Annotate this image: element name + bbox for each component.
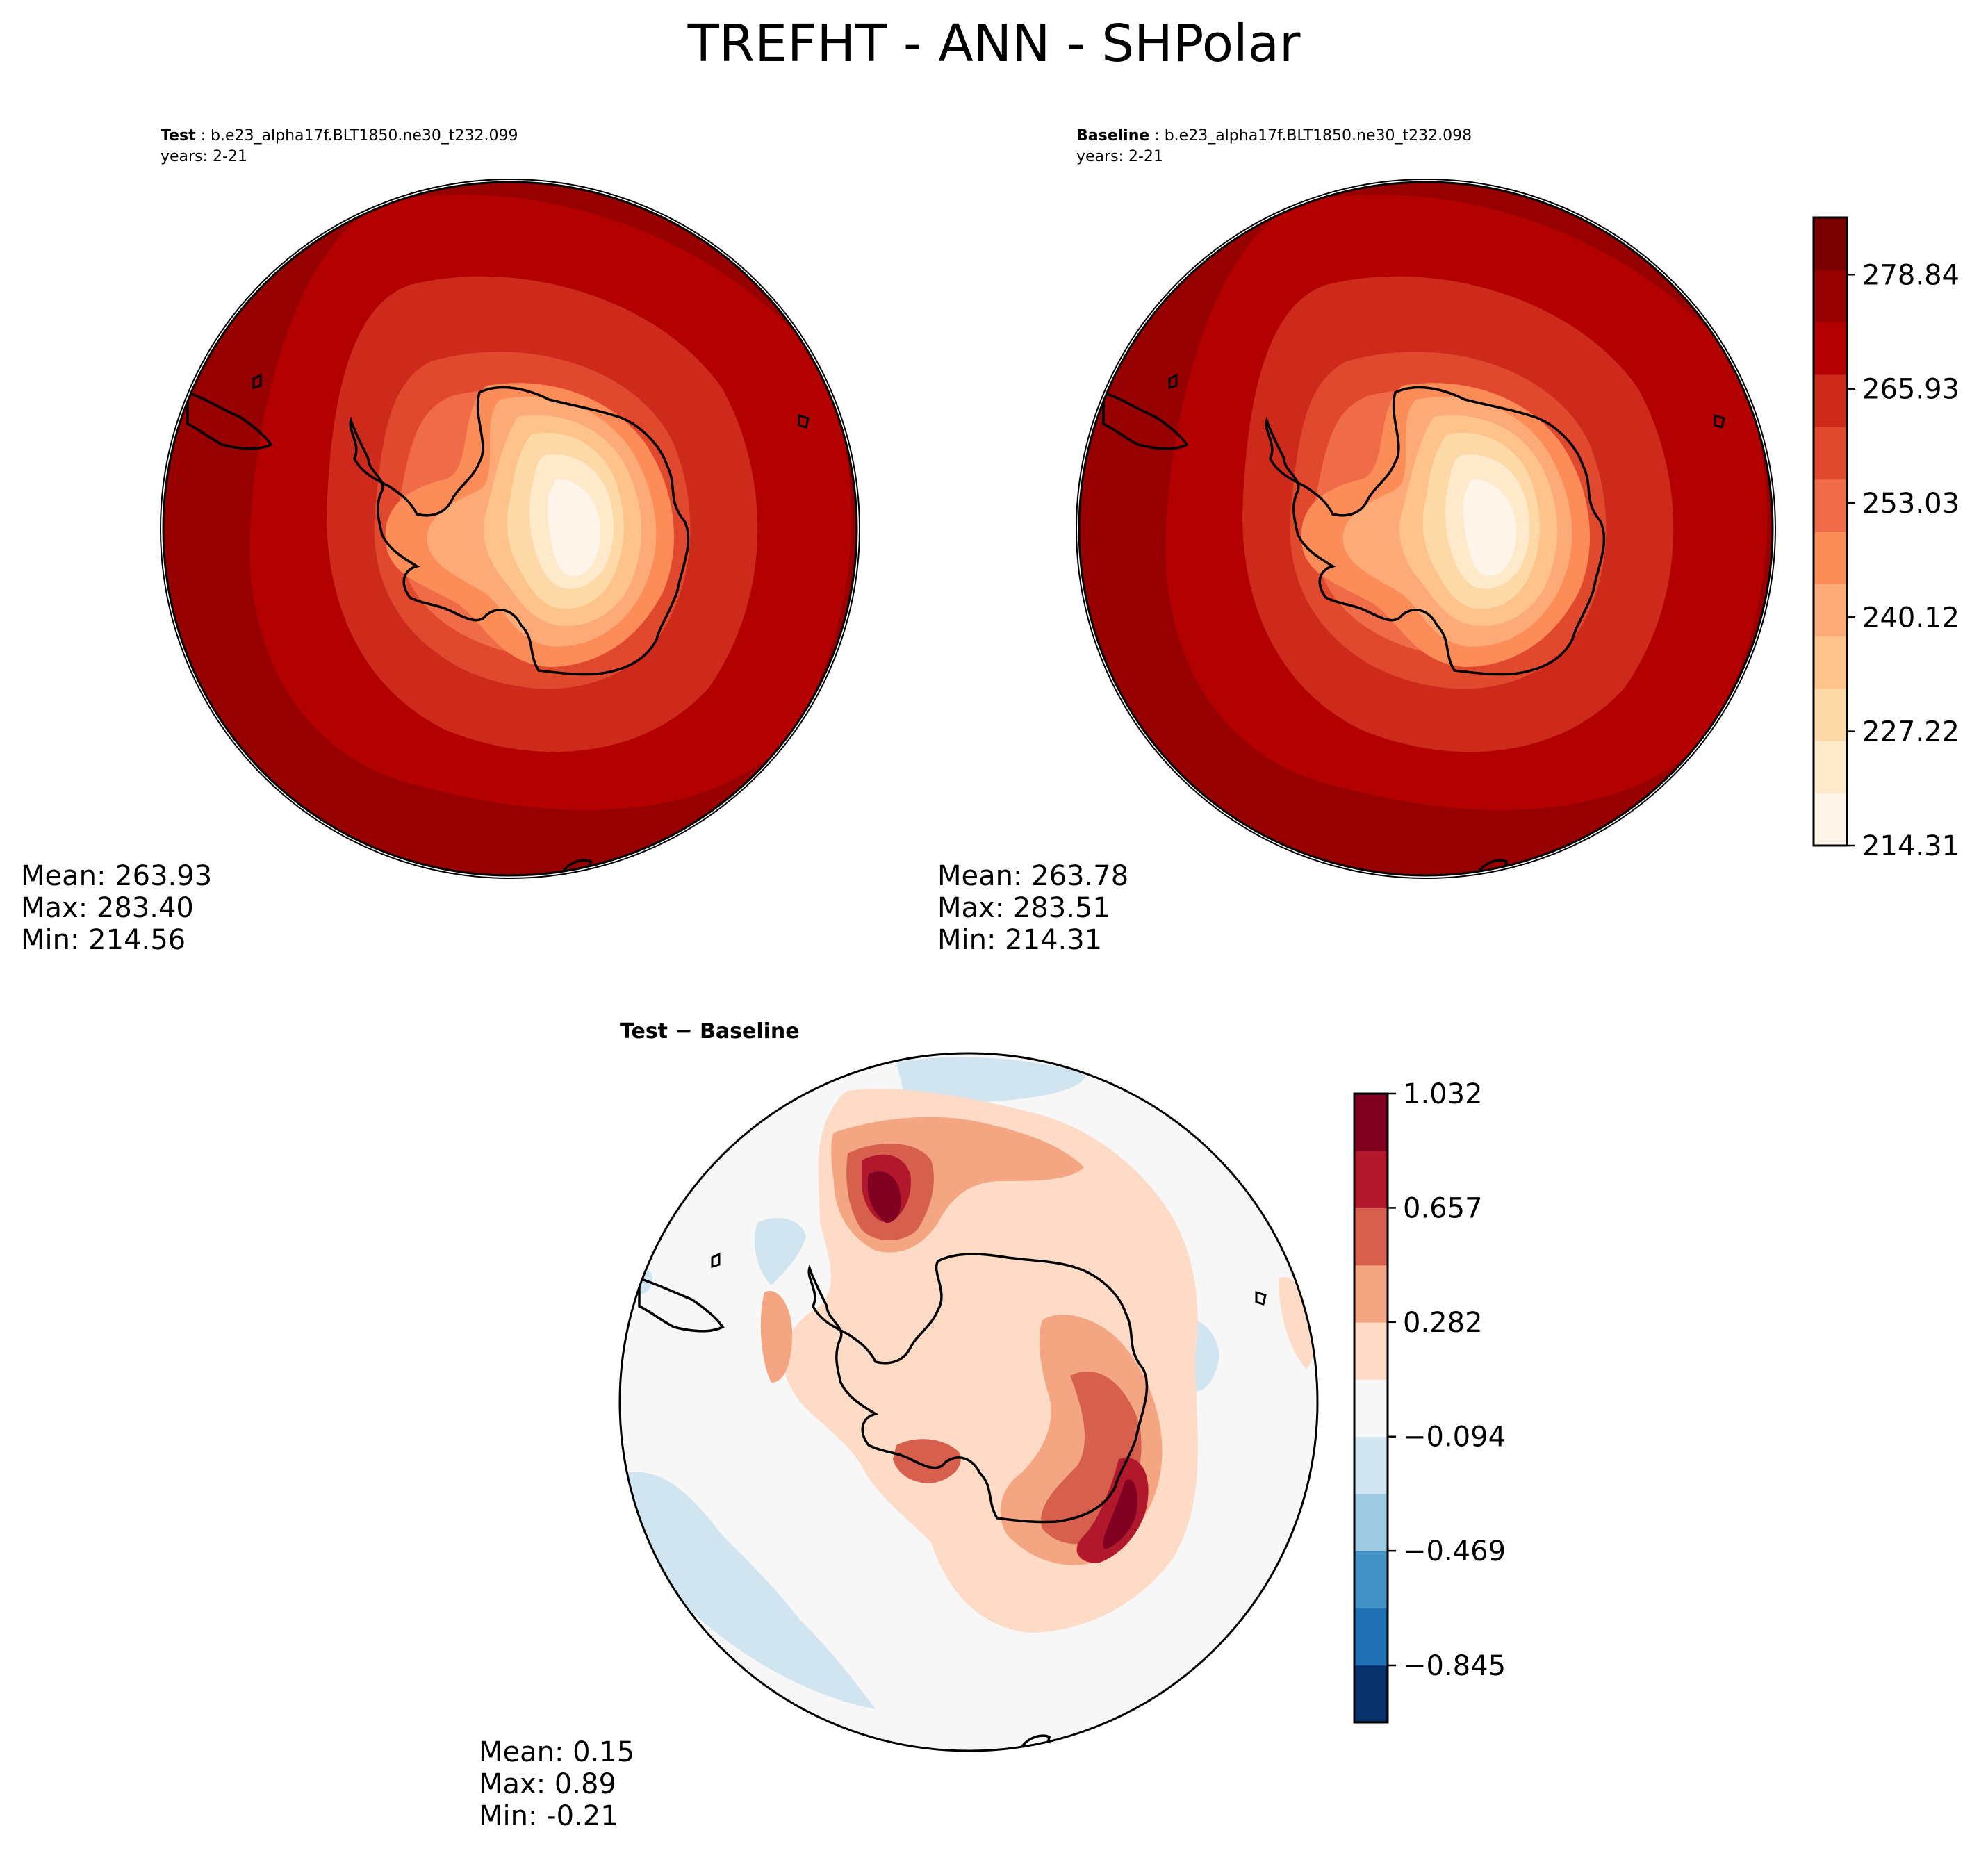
cbar-temp-segment-1 (1814, 741, 1847, 794)
baseline-coast-bottom (1477, 859, 1509, 875)
baseline-band-10 (1463, 479, 1516, 576)
test-map-frame (162, 181, 858, 877)
figure-title: TREFHT - ANN - SHPolar (687, 14, 1301, 74)
diff-pos-max-east (1103, 1479, 1137, 1549)
cbar-diff-tick-label-5: −0.845 (1403, 1650, 1506, 1682)
cbar-temp-segment-6 (1814, 479, 1847, 532)
diff-map (620, 1053, 1317, 1751)
test-case: b.e23_alpha17f.BLT1850.ne30_t232.099 (211, 127, 518, 145)
cbar-diff-segment-4 (1354, 1436, 1388, 1494)
cbar-temp-segment-2 (1814, 689, 1847, 741)
test-colon: : (195, 127, 211, 145)
cbar-temp-outline (1812, 216, 1848, 847)
test-mean: Mean: 263.93 (21, 860, 213, 892)
diff-island-1 (711, 1252, 721, 1269)
cbar-temp-segment-9 (1814, 322, 1847, 375)
diff-title: Test − Baseline (620, 1019, 800, 1044)
cbar-diff-segment-2 (1354, 1551, 1388, 1608)
cbar-diff-outline (1353, 1092, 1389, 1724)
cbar-temp-segment-11 (1814, 217, 1847, 270)
cbar-diff-tick-label-1: 0.657 (1403, 1192, 1483, 1224)
cbar-temp-segment-0 (1814, 793, 1847, 846)
test-stats: Mean: 263.93 Max: 283.40 Min: 214.56 (21, 860, 212, 956)
diff-stats: Mean: 0.15 Max: 0.89 Min: -0.21 (479, 1736, 634, 1832)
test-map-frame-outer (160, 179, 860, 879)
diff-pos-mid-south (893, 1439, 961, 1483)
diff-map-frame (618, 1052, 1319, 1752)
test-island-1 (252, 373, 262, 390)
colorbar-temperature: 214.31 227.22 240.12 253.03 265.93 278.84 (1812, 216, 1960, 862)
cbar-diff-segment-9 (1354, 1151, 1388, 1209)
cbar-temp-tick-label-3: 253.03 (1862, 488, 1960, 520)
test-map (163, 182, 857, 875)
cbar-diff-segment-7 (1354, 1265, 1388, 1323)
cbar-temp-tick-label-5: 278.84 (1862, 259, 1960, 291)
test-min: Min: 214.56 (21, 924, 186, 956)
baseline-map-frame-outer (1076, 179, 1776, 879)
test-header: Test : b.e23_alpha17f.BLT1850.ne30_t232.… (161, 126, 518, 167)
cbar-diff-segment-5 (1354, 1379, 1388, 1438)
baseline-map-frame (1078, 181, 1774, 877)
baseline-case: b.e23_alpha17f.BLT1850.ne30_t232.098 (1164, 127, 1472, 145)
cbar-temp-segment-3 (1814, 636, 1847, 689)
cbar-diff-tick-label-4: −0.469 (1403, 1535, 1506, 1567)
cbar-temp-tick-label-2: 240.12 (1862, 602, 1960, 634)
test-years: years: 2-21 (161, 148, 247, 165)
cbar-temp-tick-label-4: 265.93 (1862, 374, 1960, 406)
cbar-diff-segment-6 (1354, 1322, 1388, 1380)
baseline-label: Baseline (1076, 127, 1150, 145)
cbar-temp-segment-7 (1814, 427, 1847, 480)
colorbar-difference: 1.032 0.657 0.282 −0.094 −0.469 −0.845 (1353, 1078, 1506, 1724)
diff-max: Max: 0.89 (479, 1768, 616, 1800)
baseline-mean: Mean: 263.78 (937, 860, 1129, 892)
test-max: Max: 283.40 (21, 892, 194, 924)
test-band-10 (547, 479, 600, 576)
baseline-min: Min: 214.31 (937, 924, 1103, 956)
baseline-island-2 (1714, 413, 1725, 429)
diff-neg-mid (755, 1217, 806, 1285)
cbar-temp-tick-label-0: 214.31 (1862, 830, 1960, 862)
baseline-header: Baseline : b.e23_alpha17f.BLT1850.ne30_t… (1076, 126, 1472, 167)
diff-island-2 (1255, 1290, 1267, 1306)
diff-pos-max-west (867, 1171, 901, 1223)
diff-mean: Mean: 0.15 (479, 1736, 635, 1768)
baseline-south-america-coast (1102, 390, 1189, 450)
cbar-diff-segment-8 (1354, 1208, 1388, 1266)
baseline-map (1079, 182, 1773, 875)
test-antarctica-coast (349, 386, 690, 676)
diff-south-america-coast (638, 1276, 725, 1333)
cbar-diff-segment-10 (1354, 1094, 1388, 1151)
diff-pos-left (760, 1291, 792, 1383)
cbar-temp-segment-10 (1814, 270, 1847, 323)
diff-neg-bottomleft (625, 1472, 876, 1709)
cbar-diff-tick-label-0: 1.032 (1403, 1078, 1483, 1110)
cbar-diff-segment-1 (1354, 1608, 1388, 1666)
cbar-temp-segment-4 (1814, 584, 1847, 637)
baseline-colon: : (1149, 127, 1165, 145)
test-label: Test (161, 127, 196, 145)
test-island-2 (798, 413, 810, 429)
cbar-temp-segment-5 (1814, 532, 1847, 584)
cbar-temp-tick-label-1: 227.22 (1862, 716, 1960, 748)
baseline-stats: Mean: 263.78 Max: 283.51 Min: 214.31 (937, 860, 1128, 956)
diff-coast-bottom (1020, 1734, 1051, 1751)
test-south-america-coast (186, 390, 273, 450)
cbar-temp-segment-8 (1814, 374, 1847, 427)
baseline-max: Max: 283.51 (937, 892, 1110, 924)
cbar-diff-tick-label-3: −0.094 (1403, 1422, 1506, 1453)
cbar-diff-tick-label-2: 0.282 (1403, 1307, 1483, 1339)
cbar-diff-segment-3 (1354, 1493, 1388, 1551)
diff-antarctica-coast (807, 1253, 1149, 1524)
test-coast-bottom (561, 859, 593, 875)
baseline-years: years: 2-21 (1076, 148, 1163, 165)
cbar-diff-segment-0 (1354, 1665, 1388, 1723)
diff-min: Min: -0.21 (479, 1800, 618, 1832)
baseline-antarctica-coast (1265, 386, 1606, 676)
baseline-island-1 (1168, 373, 1178, 390)
